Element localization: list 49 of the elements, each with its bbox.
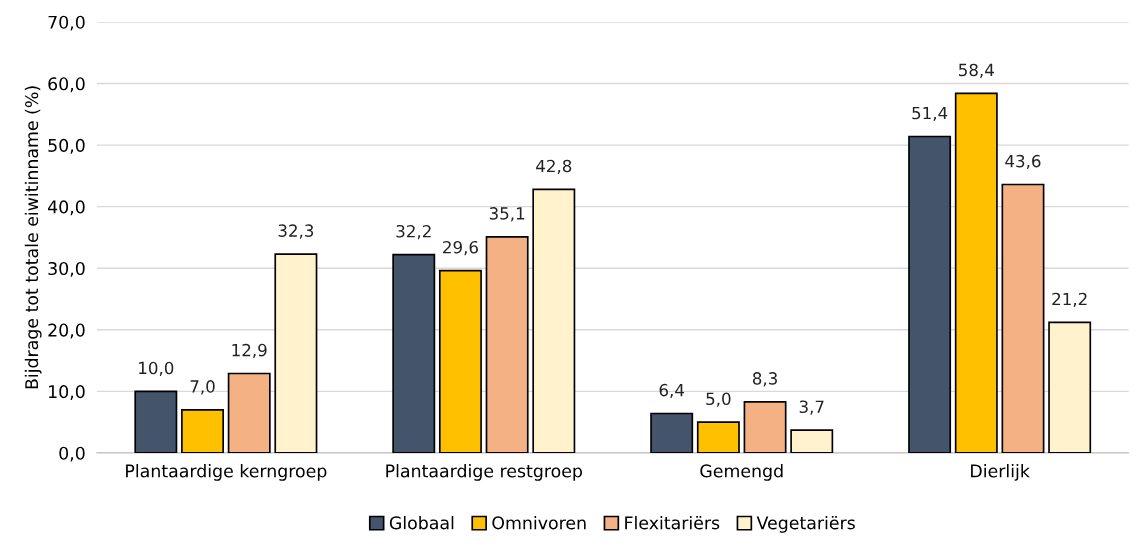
data-label: 21,2 bbox=[1052, 292, 1087, 307]
legend-label: Flexitariërs bbox=[625, 515, 720, 530]
x-tick-label: Dierlijk bbox=[971, 464, 1030, 481]
y-tick-label: 10,0 bbox=[49, 385, 85, 400]
bar bbox=[790, 429, 834, 453]
y-axis-title: Bijdrage tot totale eiwitinname (%) bbox=[24, 86, 42, 389]
data-label: 3,7 bbox=[799, 400, 824, 415]
data-label: 7,0 bbox=[190, 380, 215, 395]
legend-label: Vegetariërs bbox=[756, 515, 855, 533]
bar bbox=[485, 235, 529, 453]
legend-label: Globaal bbox=[389, 515, 454, 530]
bar bbox=[392, 253, 436, 453]
bar bbox=[134, 390, 178, 453]
data-label: 12,9 bbox=[232, 343, 267, 359]
bar bbox=[1001, 183, 1045, 453]
bar bbox=[650, 412, 694, 453]
bar bbox=[227, 372, 271, 453]
y-tick-label: 40,0 bbox=[47, 200, 85, 216]
y-tick-label: 30,0 bbox=[48, 261, 85, 277]
data-label: 51,4 bbox=[912, 106, 948, 122]
data-label: 6,4 bbox=[659, 383, 684, 399]
data-label: 8,3 bbox=[752, 372, 777, 387]
bar bbox=[908, 135, 952, 453]
y-tick-label: 50,0 bbox=[48, 138, 85, 154]
y-tick-label: 60,0 bbox=[48, 77, 85, 93]
y-tick-label: 0,0 bbox=[59, 446, 85, 462]
data-label: 10,0 bbox=[139, 361, 174, 376]
data-label: 42,8 bbox=[536, 159, 572, 174]
data-label: 32,2 bbox=[396, 224, 431, 240]
y-tick-label: 70,0 bbox=[48, 15, 85, 31]
bar bbox=[954, 92, 998, 453]
bar bbox=[532, 188, 576, 453]
data-label: 35,1 bbox=[489, 207, 525, 222]
data-label: 5,0 bbox=[706, 392, 731, 407]
bar bbox=[274, 253, 318, 453]
data-label: 29,6 bbox=[443, 240, 478, 256]
data-label: 58,4 bbox=[959, 63, 994, 78]
bar bbox=[438, 269, 482, 453]
bar bbox=[743, 400, 787, 453]
y-tick-label: 20,0 bbox=[48, 323, 85, 339]
bar bbox=[181, 408, 224, 453]
bar bbox=[1048, 321, 1092, 453]
x-tick-label: Plantaardige kerngroep bbox=[126, 464, 327, 481]
x-tick-label: Plantaardige restgroep bbox=[386, 464, 582, 481]
legend-label: Omnivoren bbox=[492, 515, 586, 530]
data-label: 32,3 bbox=[278, 224, 314, 239]
data-label: 43,6 bbox=[1005, 154, 1041, 170]
x-tick-label: Gemengd bbox=[700, 464, 783, 481]
bar bbox=[696, 421, 740, 453]
